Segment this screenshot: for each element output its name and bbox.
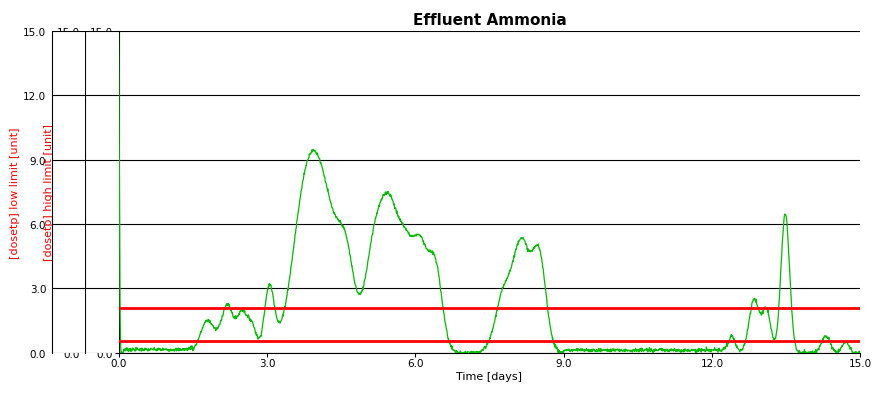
Title: Effluent Ammonia: Effluent Ammonia — [412, 13, 566, 28]
Y-axis label: [dosetp] high limit [unit]: [dosetp] high limit [unit] — [44, 124, 53, 261]
X-axis label: Time [days]: Time [days] — [456, 371, 522, 381]
Y-axis label: [dosetp] low limit [unit]: [dosetp] low limit [unit] — [11, 127, 20, 258]
Y-axis label: [eff] ammonia nitrogen [mgN/L]: [eff] ammonia nitrogen [mgN/L] — [77, 103, 87, 282]
